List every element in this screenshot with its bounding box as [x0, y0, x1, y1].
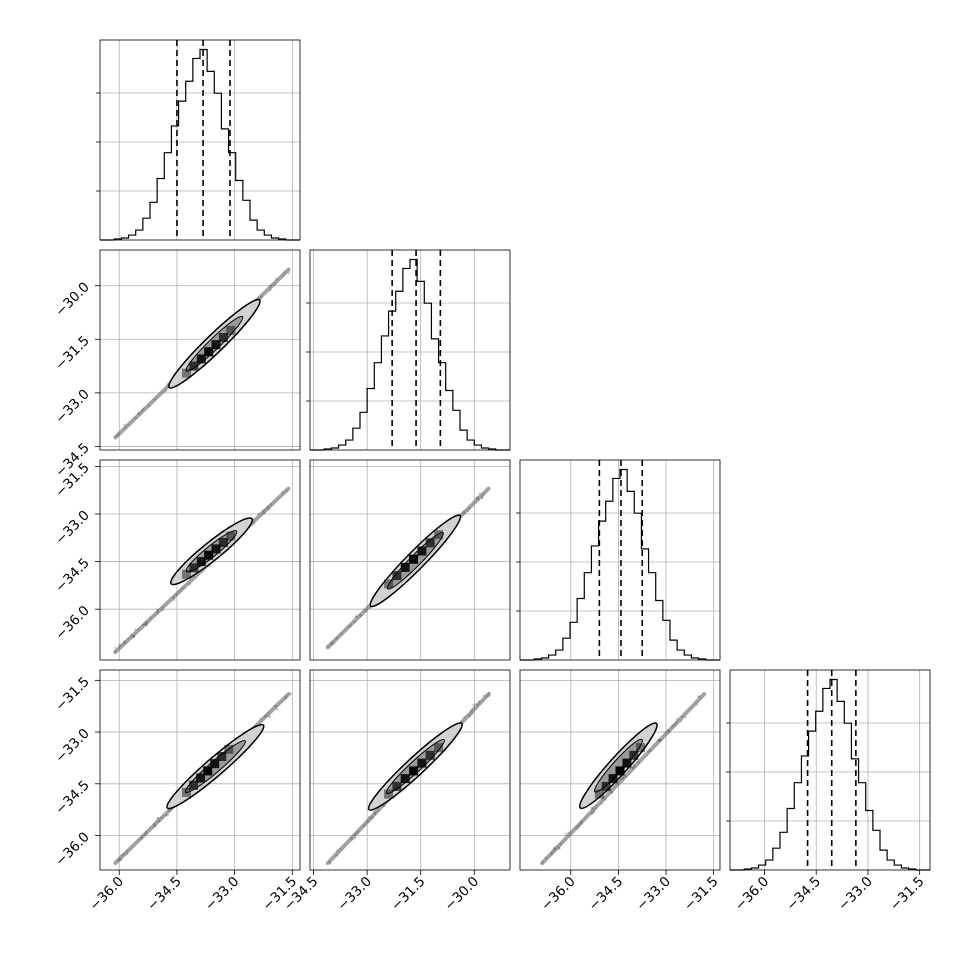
x-tick-label-3-0: −36.0 — [732, 874, 773, 915]
density-cell — [196, 557, 206, 567]
x-tick-label-0-1: −34.5 — [144, 874, 185, 915]
density-cell — [409, 554, 419, 564]
panel-frame-2-0 — [99, 459, 301, 661]
y-tick-label-1-3: −30.0 — [52, 279, 93, 320]
scatter-panel-2-0 — [99, 459, 301, 661]
scatter-panel-3-2 — [519, 669, 721, 871]
scatter-panel-3-0 — [99, 669, 301, 871]
x-tick-label-2-3: −31.5 — [681, 874, 722, 915]
y-tick-label-2-2: −33.0 — [52, 507, 93, 548]
sample-tail — [540, 692, 707, 866]
density-cell — [226, 325, 236, 335]
density-cell — [203, 766, 213, 776]
panel-frame-3-3 — [729, 669, 931, 871]
density-cell — [425, 538, 435, 548]
panel-frame-2-2 — [519, 459, 721, 661]
x-tick-label-2-2: −33.0 — [633, 874, 674, 915]
scatter-panel-2-1 — [309, 459, 511, 661]
x-tick-label-3-3: −31.5 — [887, 874, 928, 915]
density-cell — [629, 750, 639, 760]
sample-point — [478, 492, 481, 495]
x-tick-label-0-0: −36.0 — [86, 874, 127, 915]
density-cell — [189, 780, 199, 790]
panel-frame-3-2 — [519, 669, 721, 871]
panel-frame-3-1 — [309, 669, 511, 871]
density-cell — [434, 743, 444, 753]
density-cell — [392, 781, 402, 791]
scatter-panel-3-1 — [309, 669, 511, 871]
y-tick-label-2-0: −36.0 — [52, 603, 93, 644]
x-tick-label-2-0: −36.0 — [538, 874, 579, 915]
panel-frame-3-0 — [99, 669, 301, 871]
density-cell — [218, 333, 228, 342]
density-cell — [210, 759, 220, 769]
density-cell — [434, 530, 444, 540]
density-cell — [400, 774, 410, 784]
density-cell — [594, 789, 604, 799]
density-cell — [615, 766, 625, 776]
density-cell — [601, 781, 611, 791]
density-cell — [196, 354, 206, 364]
x-tick-label-0-2: −33.0 — [202, 874, 243, 915]
density-cell — [392, 571, 402, 581]
y-tick-label-3-1: −34.5 — [52, 777, 93, 818]
density-cell — [189, 563, 199, 573]
density-cell — [218, 538, 228, 547]
scatter-panel-1-0 — [99, 249, 301, 451]
density-cell — [400, 562, 410, 572]
y-tick-label-2-1: −34.5 — [52, 555, 93, 596]
density-cell — [384, 789, 394, 799]
density-cell — [384, 579, 394, 589]
x-tick-label-3-2: −33.0 — [835, 874, 876, 915]
density-cell — [182, 368, 191, 378]
density-cell — [417, 546, 427, 556]
histogram-0 — [100, 48, 300, 241]
x-tick-label-1-3: −30.0 — [442, 874, 483, 915]
density-cell — [211, 544, 221, 554]
density-cell — [425, 750, 435, 760]
density-cell — [636, 743, 646, 753]
y-tick-label-1-2: −31.5 — [52, 333, 93, 374]
diag-panel-3 — [726, 669, 931, 871]
sample-point — [114, 646, 117, 650]
x-tick-label-1-1: −33.0 — [334, 874, 375, 915]
y-tick-label-3-0: −36.0 — [52, 829, 93, 870]
panel-frame-0-0 — [99, 39, 301, 241]
panel-frame-2-1 — [309, 459, 511, 661]
density-cell — [409, 766, 419, 776]
density-cell — [182, 787, 191, 797]
density-cell — [204, 347, 214, 357]
histogram-2 — [520, 468, 720, 661]
panel-frame-1-0 — [99, 249, 301, 451]
density-cell — [204, 550, 214, 560]
density-cell — [608, 774, 618, 784]
density-cell — [622, 758, 632, 768]
sample-point — [268, 715, 272, 719]
x-tick-label-1-2: −31.5 — [388, 874, 429, 915]
y-tick-label-1-1: −33.0 — [52, 386, 93, 427]
density-cell — [226, 531, 236, 541]
sample-point — [472, 703, 475, 707]
diag-panel-0 — [96, 39, 301, 241]
diag-panel-2 — [516, 459, 721, 661]
y-tick-label-3-2: −33.0 — [52, 726, 93, 767]
density-cell — [217, 752, 227, 761]
density-cell — [211, 340, 221, 350]
density-cell — [189, 361, 199, 371]
density-cell — [196, 773, 206, 783]
x-tick-label-3-1: −34.5 — [783, 874, 824, 915]
density-cell — [224, 744, 234, 754]
histogram-3 — [730, 678, 930, 871]
panel-frame-1-1 — [309, 249, 511, 451]
y-tick-label-3-3: −31.5 — [52, 674, 93, 715]
diag-panel-1 — [306, 249, 511, 451]
sample-point — [564, 832, 567, 836]
density-cell — [417, 758, 427, 768]
histogram-1 — [310, 258, 510, 451]
x-tick-label-2-1: −34.5 — [586, 874, 627, 915]
density-cell — [182, 569, 191, 579]
